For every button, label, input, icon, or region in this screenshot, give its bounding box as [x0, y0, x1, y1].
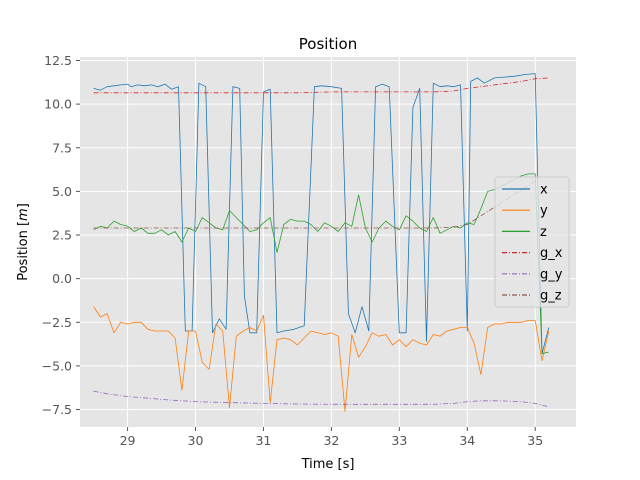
- y-tick-label: 7.5: [52, 140, 72, 155]
- legend-label: g_x: [540, 246, 563, 261]
- x-tick-label: 34: [459, 433, 475, 448]
- legend-label: x: [540, 183, 548, 198]
- legend-label: y: [540, 204, 548, 219]
- x-tick-label: 33: [391, 433, 407, 448]
- series-lines: [93, 73, 550, 412]
- legend-label: z: [540, 225, 547, 240]
- series-line-x: [93, 73, 550, 355]
- chart-title: Position: [299, 35, 357, 53]
- y-tick-label: 10.0: [44, 97, 72, 112]
- plot-area: [80, 57, 576, 427]
- y-tick-label: 2.5: [52, 228, 72, 243]
- y-tick-label: 0.0: [52, 271, 72, 286]
- y-tick-label: −2.5: [42, 315, 72, 330]
- x-axis-title: Time [s]: [301, 457, 355, 472]
- x-tick-label: 32: [323, 433, 339, 448]
- y-tick-label: −7.5: [42, 402, 72, 417]
- y-tick-label: 5.0: [52, 184, 72, 199]
- series-line-g-x: [93, 77, 549, 94]
- x-axis-ticks: 29 30 31 32 33 34 35: [120, 427, 543, 448]
- x-tick-label: 35: [527, 433, 543, 448]
- x-tick-label: 31: [255, 433, 271, 448]
- series-line-y: [93, 306, 550, 412]
- legend-label: g_y: [540, 267, 563, 282]
- legend: xyz g_x g_y g_z: [494, 176, 570, 308]
- y-axis-title: Position [m]: [16, 203, 31, 281]
- legend-box: [494, 176, 570, 308]
- y-tick-label: −5.0: [42, 358, 72, 373]
- x-tick-label: 30: [188, 433, 204, 448]
- y-axis-ticks: −7.5 −5.0 −2.5 0.0 2.5 5.0 7.5 10.0 12.5: [42, 53, 80, 417]
- legend-label: g_z: [540, 289, 562, 304]
- y-tick-label: 12.5: [44, 53, 72, 68]
- series-line-z: [93, 173, 549, 355]
- x-tick-label: 29: [120, 433, 136, 448]
